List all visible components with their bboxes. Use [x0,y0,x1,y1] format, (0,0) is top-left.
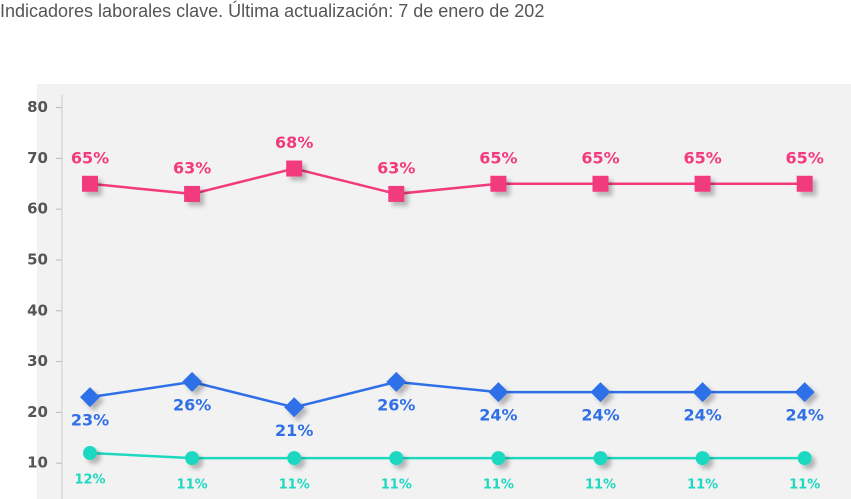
marker [82,175,98,192]
y-tick-label: 30 [27,352,48,370]
data-label: 26% [377,395,415,414]
marker [796,175,813,192]
marker [592,175,609,192]
data-label: 65% [786,148,824,167]
data-label: 24% [786,406,824,425]
data-label: 65% [683,148,721,167]
data-label: 11% [177,478,208,493]
data-label: 26% [173,395,211,414]
marker [182,371,203,392]
data-label: 11% [381,478,412,493]
marker [692,382,713,403]
data-label: 24% [683,406,721,425]
y-tick-label: 60 [27,200,48,218]
data-label: 24% [581,406,619,425]
marker [491,451,506,466]
data-label: 11% [279,478,310,493]
data-label: 65% [71,148,109,167]
marker [590,382,611,403]
data-label: 12% [74,473,105,488]
series-line [89,167,805,196]
data-label: 11% [585,478,616,493]
marker [286,160,303,177]
data-label: 63% [173,158,211,177]
marker [794,382,815,403]
data-label: 11% [483,478,514,493]
marker [488,382,509,403]
series-line [89,380,805,409]
marker [284,397,305,418]
marker [83,446,97,461]
data-label: 21% [275,421,313,440]
marker [389,451,404,466]
y-tick-label: 40 [27,301,48,319]
data-label: 11% [789,478,820,493]
y-tick-label: 20 [27,403,48,421]
marker [694,175,711,192]
data-label: 65% [581,148,619,167]
marker [184,185,201,202]
data-label: 11% [687,478,718,493]
marker [185,451,200,466]
data-label: 24% [479,406,517,425]
marker [695,451,710,466]
marker [593,451,608,466]
marker [80,387,100,408]
chart-subtitle: Indicadores laborales clave. Última actu… [0,0,544,21]
marker [797,451,812,466]
y-tick-label: 70 [27,149,48,167]
data-label: 63% [377,158,415,177]
y-tick-label: 80 [27,98,48,116]
data-label: 23% [71,411,109,430]
y-tick-label: 50 [27,250,48,268]
marker [287,451,302,466]
marker [388,185,405,202]
series-line [89,451,805,460]
plot-area [37,84,851,499]
marker [490,175,507,192]
marker [386,371,407,392]
data-label: 68% [275,133,313,152]
data-label: 65% [479,148,517,167]
y-tick-label: 10 [27,454,48,472]
